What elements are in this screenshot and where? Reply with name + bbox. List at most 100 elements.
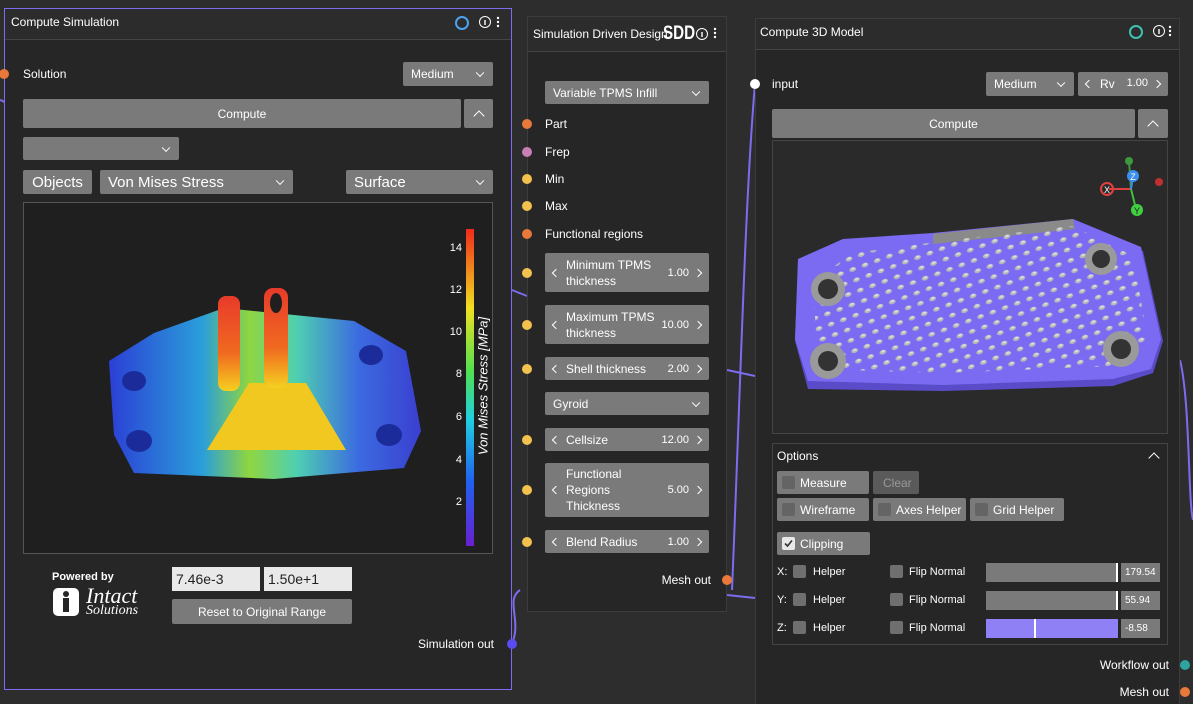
- clip-slider[interactable]: [986, 619, 1118, 638]
- pattern-dropdown[interactable]: Gyroid: [545, 392, 709, 415]
- object-dropdown[interactable]: [23, 137, 179, 160]
- flip-checkbox[interactable]: [890, 593, 903, 606]
- checkbox[interactable]: [975, 503, 988, 516]
- param-stepper[interactable]: Minimum TPMS thickness 1.00: [545, 253, 709, 292]
- clip-slider[interactable]: [986, 563, 1118, 582]
- option-toggle[interactable]: Axes Helper: [873, 498, 966, 521]
- gizmo-label: Z: [1130, 172, 1136, 182]
- colorbar-tick-label: 2: [455, 496, 462, 508]
- options-collapse[interactable]: [1145, 447, 1163, 465]
- reset-range-button[interactable]: Reset to Original Range: [172, 599, 352, 624]
- wire: [731, 83, 756, 591]
- model-viewport[interactable]: X Y Z: [772, 140, 1168, 434]
- input-port[interactable]: [522, 119, 532, 129]
- option-label: Grid Helper: [993, 502, 1055, 517]
- infill-dropdown[interactable]: Variable TPMS Infill: [545, 81, 709, 104]
- option-label: Clipping: [800, 536, 844, 551]
- checkbox[interactable]: [782, 537, 795, 550]
- slider-handle[interactable]: [1034, 619, 1036, 638]
- tab: [264, 288, 288, 388]
- display-dropdown[interactable]: Surface: [346, 170, 493, 194]
- arrow-right[interactable]: [693, 364, 703, 373]
- input-port[interactable]: [750, 79, 760, 89]
- wire: [1179, 359, 1193, 521]
- arrow-left[interactable]: [551, 268, 561, 277]
- output-port[interactable]: [1180, 687, 1190, 697]
- option-toggle[interactable]: Clear: [873, 471, 919, 494]
- input-port[interactable]: [522, 147, 532, 157]
- option-toggle[interactable]: Clipping: [777, 532, 870, 555]
- port-label: Min: [545, 172, 565, 186]
- arrow-left[interactable]: [551, 320, 561, 329]
- output-port[interactable]: [507, 639, 517, 649]
- arrow-left[interactable]: [551, 435, 561, 444]
- slider-handle[interactable]: [1116, 591, 1118, 610]
- arrow-right[interactable]: [693, 537, 703, 546]
- input-port[interactable]: [0, 69, 9, 79]
- input-port[interactable]: [522, 363, 532, 374]
- checkbox[interactable]: [782, 503, 795, 516]
- param-stepper[interactable]: Blend Radius 1.00: [545, 530, 709, 553]
- stepper-value: 1.00: [667, 535, 689, 548]
- param-stepper[interactable]: Cellsize 12.00: [545, 428, 709, 451]
- stepper-value: 1.00: [1126, 77, 1148, 89]
- input-port[interactable]: [522, 267, 532, 278]
- header-icons: [455, 16, 500, 30]
- output-port[interactable]: [722, 575, 732, 585]
- input-port[interactable]: [522, 201, 532, 211]
- input-port[interactable]: [522, 174, 532, 184]
- helper-checkbox[interactable]: [793, 593, 806, 606]
- header-icons: [696, 27, 717, 40]
- checkbox[interactable]: [782, 476, 795, 489]
- sdd-logo: SDD: [663, 23, 696, 44]
- rv-stepper[interactable]: Rv 1.00: [1078, 72, 1168, 96]
- port-label: Simulation out: [417, 637, 494, 651]
- tab: [218, 296, 240, 391]
- checkbox[interactable]: [878, 503, 891, 516]
- quality-dropdown[interactable]: Medium: [986, 72, 1074, 96]
- output-port[interactable]: [1180, 660, 1190, 670]
- range-max-input[interactable]: 1.50e+1: [264, 567, 352, 591]
- param-stepper[interactable]: Functional Regions Thickness 5.00: [545, 463, 709, 517]
- input-port[interactable]: [522, 229, 532, 239]
- clip-slider[interactable]: [986, 591, 1118, 610]
- arrow-right[interactable]: [693, 320, 703, 329]
- flip-checkbox[interactable]: [890, 621, 903, 634]
- range-min-input[interactable]: 7.46e-3: [172, 567, 260, 591]
- collapse-button[interactable]: [1138, 109, 1168, 138]
- node-header: [756, 19, 1179, 50]
- helper-checkbox[interactable]: [793, 621, 806, 634]
- compute-button[interactable]: Compute: [772, 109, 1135, 138]
- option-toggle[interactable]: Grid Helper: [970, 498, 1064, 521]
- arrow-right[interactable]: [693, 268, 703, 277]
- helper-checkbox[interactable]: [793, 565, 806, 578]
- arrow-left[interactable]: [551, 537, 561, 546]
- quality-dropdown[interactable]: Medium: [403, 62, 493, 86]
- option-toggle[interactable]: Measure: [777, 471, 869, 494]
- simulation-viewport[interactable]: [23, 202, 493, 554]
- field-dropdown[interactable]: Von Mises Stress: [100, 170, 293, 194]
- input-port[interactable]: [522, 434, 532, 445]
- arrow-left[interactable]: [551, 485, 561, 495]
- arrow-right[interactable]: [693, 485, 703, 495]
- param-stepper[interactable]: Maximum TPMS thickness 10.00: [545, 305, 709, 344]
- arrow-left[interactable]: [551, 364, 561, 373]
- objects-button[interactable]: Objects: [23, 170, 92, 194]
- slider-handle[interactable]: [1116, 563, 1118, 582]
- clip-value[interactable]: 179.54: [1121, 563, 1160, 582]
- option-label: Wireframe: [800, 502, 856, 517]
- arrow-right[interactable]: [693, 435, 703, 444]
- clip-value[interactable]: -8.58: [1121, 619, 1160, 638]
- collapse-button[interactable]: [464, 99, 493, 128]
- flip-checkbox[interactable]: [890, 565, 903, 578]
- clip-value[interactable]: 55.94: [1121, 591, 1160, 610]
- input-port[interactable]: [522, 536, 532, 547]
- input-port[interactable]: [522, 485, 532, 495]
- input-port[interactable]: [522, 319, 532, 330]
- node-title: Simulation Driven Design: [533, 27, 668, 41]
- param-stepper[interactable]: Shell thickness 2.00: [545, 357, 709, 380]
- option-toggle[interactable]: Wireframe: [777, 498, 869, 521]
- compute-button[interactable]: Compute: [23, 99, 461, 128]
- port-label: Solution: [23, 67, 67, 81]
